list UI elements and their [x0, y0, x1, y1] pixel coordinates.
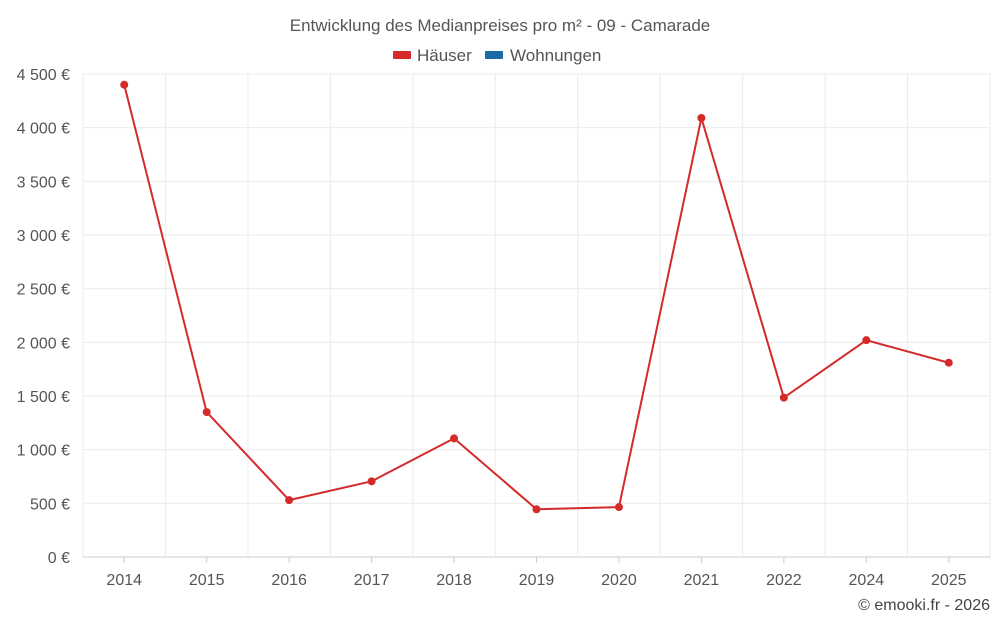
credit-text: © emooki.fr - 2026 [858, 597, 990, 614]
legend: Häuser Wohnungen [393, 46, 601, 65]
x-tick-label: 2020 [601, 572, 637, 589]
y-tick-label: 0 € [48, 550, 70, 567]
x-tick-label: 2016 [271, 572, 307, 589]
y-tick-label: 4 500 € [17, 67, 70, 84]
plot-area [120, 80, 953, 514]
grid [82, 73, 991, 557]
x-tick-label: 2024 [849, 572, 885, 589]
y-tick-label: 2 000 € [17, 335, 70, 352]
data-point[interactable] [450, 434, 459, 443]
x-tick-label: 2022 [766, 572, 802, 589]
data-point[interactable] [944, 358, 953, 367]
legend-item-wohnungen[interactable]: Wohnungen [485, 46, 601, 65]
data-point[interactable] [202, 408, 211, 417]
data-point[interactable] [532, 505, 541, 514]
y-tick-label: 500 € [30, 496, 70, 513]
x-tick-label: 2017 [354, 572, 390, 589]
x-tick-label: 2018 [436, 572, 472, 589]
x-tick-label: 2015 [189, 572, 225, 589]
legend-swatch-haeuser [393, 51, 411, 59]
legend-label-wohnungen: Wohnungen [510, 46, 601, 65]
data-point[interactable] [779, 393, 788, 402]
x-tick-label: 2025 [931, 572, 967, 589]
data-point[interactable] [367, 477, 376, 486]
data-point[interactable] [120, 80, 129, 89]
x-tick-label: 2014 [106, 572, 142, 589]
y-axis: 0 € 500 € 1 000 € 1 500 € 2 000 € 2 500 € 3 00… [17, 67, 70, 567]
y-tick-label: 3 500 € [17, 174, 70, 191]
y-tick-label: 1 500 € [17, 389, 70, 406]
data-point[interactable] [285, 496, 294, 505]
chart-title: Entwicklung des Medianpreises pro m² - 0… [290, 16, 710, 35]
y-tick-label: 2 500 € [17, 282, 70, 299]
x-tick-label: 2019 [519, 572, 555, 589]
y-tick-label: 4 000 € [17, 121, 70, 138]
data-point[interactable] [697, 114, 706, 123]
legend-swatch-wohnungen [485, 51, 503, 59]
y-tick-label: 1 000 € [17, 443, 70, 460]
data-point[interactable] [862, 336, 871, 345]
data-point[interactable] [614, 503, 623, 512]
legend-label-haeuser: Häuser [417, 46, 472, 65]
y-tick-label: 3 000 € [17, 228, 70, 245]
legend-item-haeuser[interactable]: Häuser [393, 46, 472, 65]
x-tick-label: 2021 [684, 572, 720, 589]
x-axis: 2014 2015 2016 2017 2018 2019 2020 2021 2022 2024… [83, 556, 990, 589]
